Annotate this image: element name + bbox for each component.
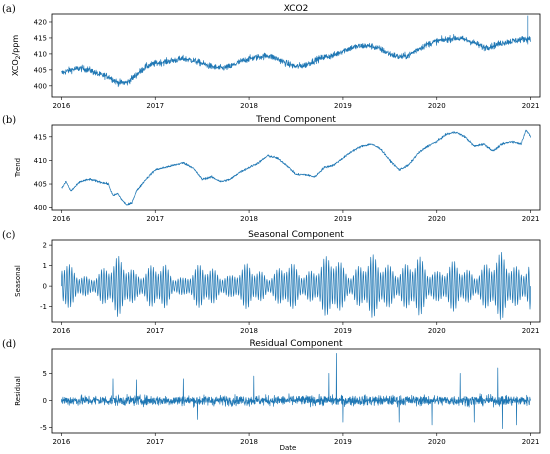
x-tick-label: 2016 bbox=[52, 438, 70, 446]
x-tick-label: 2019 bbox=[334, 327, 352, 335]
panel-2: (b) Trend Component Trend 400 405 410 415 2016 2… bbox=[2, 115, 541, 223]
y-tick-label: 400 bbox=[34, 82, 47, 90]
y-tick-label: -5 bbox=[40, 424, 47, 432]
x-tick-label: 2020 bbox=[428, 102, 446, 110]
x-tick-label: 2017 bbox=[146, 102, 164, 110]
y-tick-label: 415 bbox=[34, 34, 47, 42]
x-tick-label: 2018 bbox=[240, 438, 258, 446]
chart-title: Seasonal Component bbox=[248, 230, 344, 240]
panel-4: (d) Residual Component Residual -5 0 5 2016 201… bbox=[2, 339, 541, 446]
x-tick-label: 2019 bbox=[334, 438, 352, 446]
plot-frame bbox=[51, 239, 541, 323]
y-tick-label: 410 bbox=[34, 50, 47, 58]
chart-title: Trend Component bbox=[255, 115, 336, 125]
series-line bbox=[61, 129, 531, 206]
x-tick-label: 2021 bbox=[522, 438, 540, 446]
x-tick-label: 2017 bbox=[146, 327, 164, 335]
x-tick-label: 2020 bbox=[428, 438, 446, 446]
y-tick-label: 0 bbox=[43, 283, 47, 291]
y-tick-label: 405 bbox=[34, 66, 47, 74]
x-axis-label: Date bbox=[280, 444, 297, 452]
plot-frame bbox=[51, 124, 541, 211]
y-tick-label: -1 bbox=[40, 303, 47, 311]
panel-letter: (a) bbox=[2, 4, 16, 15]
y-axis-label: Trend bbox=[14, 158, 22, 178]
x-tick-label: 2019 bbox=[334, 215, 352, 223]
y-tick-label: 0 bbox=[43, 397, 47, 405]
x-tick-label: 2016 bbox=[52, 102, 70, 110]
panel-letter: (c) bbox=[2, 230, 16, 241]
chart-title: XCO2 bbox=[284, 4, 309, 14]
y-tick-label: 2 bbox=[43, 242, 47, 250]
x-tick-label: 2018 bbox=[240, 215, 258, 223]
y-tick-label: 400 bbox=[34, 204, 47, 212]
x-tick-label: 2019 bbox=[334, 102, 352, 110]
x-tick-label: 2016 bbox=[52, 215, 70, 223]
x-tick-label: 2017 bbox=[146, 215, 164, 223]
panel-letter: (d) bbox=[2, 339, 16, 350]
y-tick-label: 1 bbox=[43, 262, 47, 270]
x-tick-label: 2017 bbox=[146, 438, 164, 446]
panel-1: (a) XCO2 XCO2/ppm 400 405 410 415 420 2016 2017 20… bbox=[2, 4, 541, 110]
x-tick-label: 2020 bbox=[428, 215, 446, 223]
x-tick-label: 2021 bbox=[522, 215, 540, 223]
plot-frame bbox=[51, 13, 541, 98]
series-line bbox=[61, 15, 531, 88]
chart-title: Residual Component bbox=[249, 339, 343, 349]
y-axis-label: Residual bbox=[14, 376, 22, 406]
y-axis-label: Seasonal bbox=[14, 265, 22, 297]
series-line bbox=[61, 352, 531, 430]
y-tick-label: 405 bbox=[34, 181, 47, 189]
x-tick-label: 2016 bbox=[52, 327, 70, 335]
x-tick-label: 2021 bbox=[522, 102, 540, 110]
x-tick-label: 2020 bbox=[428, 327, 446, 335]
x-tick-label: 2018 bbox=[240, 102, 258, 110]
y-tick-label: 5 bbox=[43, 370, 47, 378]
x-tick-label: 2018 bbox=[240, 327, 258, 335]
panel-3: (c) Seasonal Component Seasonal -1 0 1 2 2016 20… bbox=[2, 230, 541, 335]
y-tick-label: 415 bbox=[34, 133, 47, 141]
plot-frame bbox=[51, 348, 541, 434]
series-line bbox=[61, 252, 531, 320]
y-tick-label: 410 bbox=[34, 157, 47, 165]
y-axis-label: XCO2/ppm bbox=[11, 35, 22, 76]
x-tick-label: 2021 bbox=[522, 327, 540, 335]
panel-letter: (b) bbox=[2, 115, 16, 126]
y-tick-label: 420 bbox=[34, 18, 47, 26]
